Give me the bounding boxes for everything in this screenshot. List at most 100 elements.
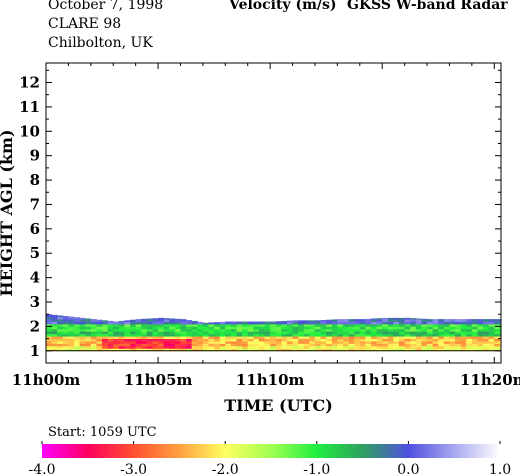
velocity-cell [466,326,473,330]
velocity-cell [102,341,109,344]
velocity-cell [68,333,75,337]
velocity-cell [432,323,439,327]
velocity-cell [174,331,181,335]
velocity-cell [74,319,81,322]
velocity-cell [348,338,355,342]
velocity-cell [113,328,120,332]
velocity-cell [404,333,411,337]
velocity-cell [102,320,109,322]
velocity-cell [455,348,462,352]
velocity-cell [197,331,204,335]
velocity-cell [382,341,389,344]
velocity-cell [455,336,462,340]
y-tick-label: 5 [30,244,40,262]
velocity-cell [376,341,383,344]
velocity-cell [427,321,434,325]
velocity-cell [443,333,450,337]
velocity-cell [74,341,81,344]
velocity-cell [382,319,389,322]
velocity-cell [219,331,226,335]
velocity-cell [146,338,153,342]
velocity-cell [387,338,394,342]
velocity-cell [421,326,428,330]
velocity-cell [326,323,333,327]
velocity-cell [281,341,288,344]
velocity-cell [107,331,114,335]
velocity-cell [191,323,198,327]
velocity-cell [130,336,137,340]
velocity-cell [51,333,58,337]
velocity-cell [443,319,450,322]
velocity-cell [169,328,176,332]
velocity-cell [382,338,389,342]
velocity-cell [471,348,478,352]
velocity-cell [118,328,125,332]
velocity-cell [371,321,377,325]
velocity-cell [331,328,338,332]
velocity-cell [225,338,232,342]
velocity-cell [242,348,249,352]
velocity-cell [253,336,260,340]
velocity-cell [371,341,377,344]
velocity-cell [410,336,417,340]
velocity-cell [314,328,321,332]
velocity-cell [365,323,372,327]
velocity-cell [214,341,221,344]
velocity-cell [477,338,484,342]
velocity-cell [141,345,148,349]
velocity-cell [51,336,58,340]
velocity-cell [292,326,299,330]
velocity-cell [225,326,232,330]
velocity-cell [376,348,383,352]
velocity-cell [354,328,361,332]
velocity-cell [270,345,277,349]
velocity-cell [152,338,159,342]
velocity-cell [96,323,103,327]
velocity-cell [292,341,299,344]
velocity-cell [130,319,137,322]
velocity-cell [443,321,450,325]
velocity-cell [309,328,316,332]
velocity-cell [348,319,355,322]
velocity-cell [354,338,361,342]
velocity-cell [90,338,97,342]
velocity-cell [275,328,282,332]
velocity-cell [141,343,148,347]
velocity-cell [483,341,490,344]
velocity-cell [85,326,92,330]
velocity-cell [348,333,355,337]
velocity-cell [130,345,137,349]
velocity-cell [208,345,215,349]
velocity-cell [208,322,215,325]
velocity-cell [264,328,271,332]
velocity-cell [230,343,237,347]
velocity-cell [214,326,221,330]
velocity-cell [331,345,338,349]
velocity-cell [258,328,265,332]
velocity-cell [298,343,305,347]
velocity-cell [158,333,165,337]
velocity-cell [135,333,142,337]
velocity-cell [387,345,394,349]
velocity-cell [427,333,434,337]
velocity-cell [219,343,226,347]
velocity-cell [135,323,142,327]
velocity-cell [146,341,153,344]
velocity-cell [264,345,271,349]
velocity-cell [365,341,372,344]
velocity-cell [309,341,316,344]
colorbar-tick-label: 1.0 [489,462,511,476]
velocity-cell [393,321,400,325]
velocity-cell [90,323,97,327]
velocity-cell [421,336,428,340]
velocity-cell [449,343,456,347]
velocity-cell [141,336,148,340]
velocity-cell [236,333,243,337]
velocity-cell [152,328,159,332]
colorbar-tick-label: 0.0 [397,462,419,476]
velocity-cell [191,348,198,352]
velocity-cell [163,331,170,335]
velocity-cell [46,338,52,342]
velocity-cell [242,321,249,325]
